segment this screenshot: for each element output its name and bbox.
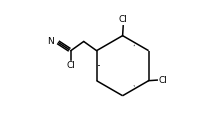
Text: N: N [47,37,54,46]
Text: Cl: Cl [119,15,128,24]
Text: Cl: Cl [66,61,75,70]
Text: Cl: Cl [158,76,167,85]
